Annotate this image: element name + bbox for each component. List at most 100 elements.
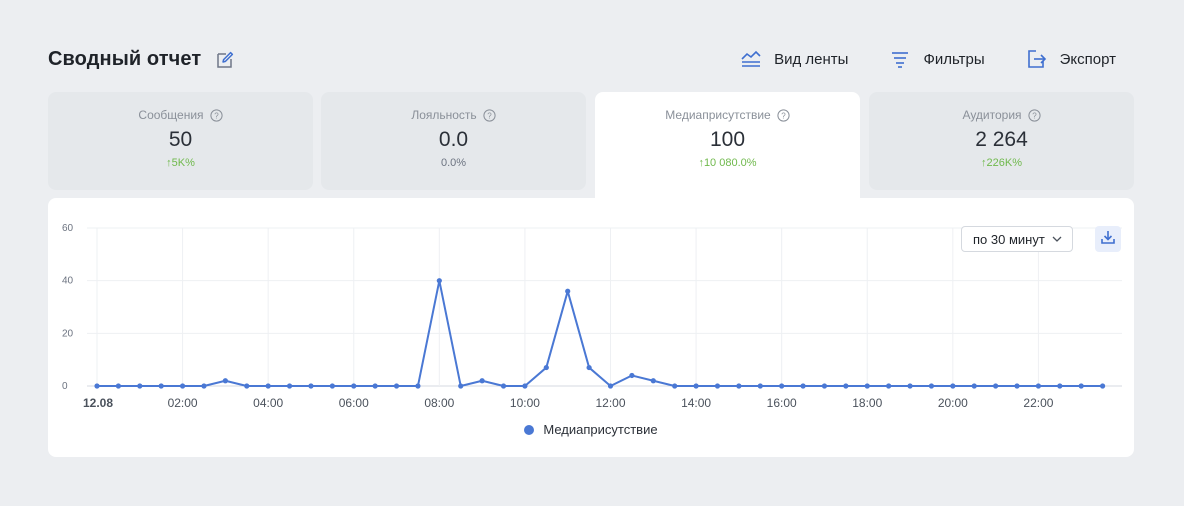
svg-text:?: ? xyxy=(781,111,786,120)
data-point xyxy=(372,383,378,389)
data-point xyxy=(693,383,699,389)
svg-text:?: ? xyxy=(1032,111,1037,120)
data-point xyxy=(158,383,164,389)
x-tick-label: 18:00 xyxy=(852,396,882,410)
data-point xyxy=(886,383,892,389)
interval-select-value: по 30 минут xyxy=(973,231,1045,247)
data-point xyxy=(993,383,999,389)
data-point xyxy=(458,383,464,389)
report-header: Сводный отчет Вид ленты xyxy=(48,40,1134,80)
y-tick-label: 0 xyxy=(62,381,68,392)
data-point xyxy=(928,383,935,389)
data-point xyxy=(950,383,956,389)
page-title: Сводный отчет xyxy=(48,48,202,70)
data-point xyxy=(971,383,977,389)
data-point xyxy=(629,372,635,379)
data-point xyxy=(500,383,507,389)
y-tick-label: 60 xyxy=(62,223,74,234)
filters-label: Фильтры xyxy=(923,50,985,68)
chart-legend: Медиаприсутствие xyxy=(48,422,1134,437)
x-tick-label: 14:00 xyxy=(681,396,711,410)
export-label: Экспорт xyxy=(1059,50,1116,68)
edit-icon[interactable] xyxy=(215,50,235,70)
download-button[interactable] xyxy=(1095,226,1121,252)
filters-button[interactable]: Фильтры xyxy=(889,48,985,70)
metric-value: 0.0 xyxy=(438,128,469,151)
x-tick-label: 22:00 xyxy=(1023,396,1053,410)
help-icon[interactable]: ? xyxy=(777,108,790,122)
data-point xyxy=(244,383,250,389)
help-icon[interactable]: ? xyxy=(1027,108,1041,122)
metric-label: Сообщения xyxy=(138,108,204,122)
metric-card-media-presence[interactable]: Медиаприсутствие ? 100 ↑10 080.0% xyxy=(595,92,860,204)
data-point xyxy=(94,383,100,389)
data-point xyxy=(650,378,656,384)
data-point xyxy=(714,383,721,389)
data-point xyxy=(607,383,614,389)
help-icon[interactable]: ? xyxy=(209,108,223,122)
metric-value: 2 264 xyxy=(975,128,1028,151)
metric-card-loyalty[interactable]: Лояльность ? 0.0 0.0% xyxy=(321,92,586,190)
svg-text:?: ? xyxy=(487,111,492,120)
download-icon xyxy=(1100,229,1116,250)
svg-text:?: ? xyxy=(214,111,219,120)
data-point xyxy=(757,383,763,389)
data-point xyxy=(1035,383,1042,389)
metric-label-wrap: Сообщения ? xyxy=(48,108,313,122)
toolbar: Вид ленты Фильтры Экспорт xyxy=(740,48,1116,70)
data-point xyxy=(821,383,828,389)
data-point xyxy=(800,383,806,389)
data-point xyxy=(864,383,870,389)
export-button[interactable]: Экспорт xyxy=(1026,48,1116,70)
line-chart: 0 20 40 60 12.08 02:00 04:00 06:00 08:00 10:00 12:… xyxy=(62,223,1122,410)
metric-card-audience[interactable]: Аудитория ? 2 264 ↑226K% xyxy=(869,92,1134,190)
x-tick-label: 20:00 xyxy=(938,396,968,410)
data-point xyxy=(1057,383,1063,389)
data-point xyxy=(329,383,335,389)
metric-card-messages[interactable]: Сообщения ? 50 ↑5K% xyxy=(48,92,313,190)
y-tick-label: 20 xyxy=(62,328,74,339)
data-point xyxy=(286,383,293,389)
data-point xyxy=(1014,383,1020,389)
data-point xyxy=(843,383,849,389)
x-tick-label: 16:00 xyxy=(767,396,797,410)
x-tick-label: 04:00 xyxy=(253,396,283,410)
legend-label: Медиаприсутствие xyxy=(543,422,658,437)
data-point xyxy=(415,383,421,389)
data-point xyxy=(222,378,228,384)
feed-view-button[interactable]: Вид ленты xyxy=(740,48,848,70)
data-point xyxy=(179,383,186,389)
export-icon xyxy=(1026,48,1048,70)
x-tick-label-date: 12.08 xyxy=(83,396,113,410)
metric-label-wrap: Лояльность ? xyxy=(321,108,586,122)
y-tick-label: 40 xyxy=(62,276,74,287)
data-point xyxy=(543,364,549,371)
data-point xyxy=(308,383,314,389)
x-tick-label: 02:00 xyxy=(168,396,198,410)
x-tick-label: 06:00 xyxy=(339,396,369,410)
x-tick-label: 10:00 xyxy=(510,396,540,410)
x-tick-label: 12:00 xyxy=(595,396,625,410)
data-point xyxy=(586,364,592,371)
interval-select[interactable]: по 30 минут xyxy=(961,226,1073,252)
metric-cards: Сообщения ? 50 ↑5K% Лояльность ? 0.0 0.0… xyxy=(48,92,1134,204)
metric-label-wrap: Медиаприсутствие ? xyxy=(595,108,860,122)
title-group: Сводный отчет xyxy=(48,48,235,71)
metric-label-wrap: Аудитория ? xyxy=(869,108,1134,122)
data-point xyxy=(522,383,528,389)
data-point xyxy=(137,383,143,389)
help-icon[interactable]: ? xyxy=(483,108,496,122)
metric-delta: 0.0% xyxy=(440,157,467,169)
metric-value: 50 xyxy=(168,128,193,151)
data-point xyxy=(436,278,442,284)
metric-value: 100 xyxy=(709,128,746,151)
data-point xyxy=(265,383,271,389)
filter-icon xyxy=(889,48,911,70)
data-point xyxy=(672,383,678,389)
data-point xyxy=(1100,383,1106,389)
data-point xyxy=(201,383,207,389)
metric-delta: ↑5K% xyxy=(166,157,195,169)
legend-marker xyxy=(524,424,535,435)
metric-delta: ↑10 080.0% xyxy=(698,157,757,169)
feed-view-label: Вид ленты xyxy=(774,50,849,68)
